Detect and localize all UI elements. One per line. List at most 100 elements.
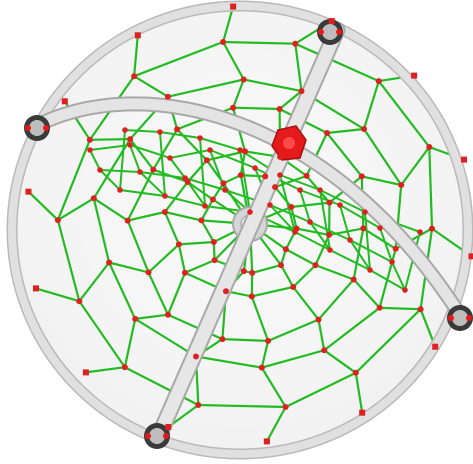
frame-rope-clip (25, 188, 32, 195)
diagonal-pipe (151, 23, 344, 445)
net-knot (223, 288, 229, 295)
net-knot (276, 106, 283, 112)
net-knot (240, 268, 247, 275)
net-knot (426, 144, 433, 150)
frame-clamps (24, 19, 473, 449)
net-knot (267, 202, 273, 208)
net-knot (277, 172, 283, 178)
frame-rope-clip (230, 3, 237, 10)
net-knot (106, 259, 113, 266)
net-knot (282, 404, 289, 410)
net-mesh-line (89, 143, 381, 229)
net-knot (312, 262, 319, 269)
net-knot (121, 364, 128, 371)
outer-frame-ring (8, 2, 472, 458)
net-knot (175, 241, 182, 248)
clamp-cap (25, 125, 31, 131)
net-knot (220, 39, 227, 45)
net-knot (326, 231, 333, 238)
net-knot (321, 347, 328, 354)
frame-rope-clip (359, 409, 366, 416)
net-knot (297, 187, 303, 193)
net-knot (402, 287, 408, 293)
net-knot (127, 142, 133, 148)
net-knot (131, 73, 138, 80)
net-knot (417, 306, 424, 313)
net-knot (150, 166, 157, 173)
net-knot (248, 293, 255, 300)
net-knot (202, 203, 208, 209)
net-knot (292, 40, 299, 47)
net-knot (277, 153, 284, 160)
frame-rope-clip (82, 369, 89, 376)
frame-rope-clip (411, 72, 418, 79)
net-knot (278, 262, 284, 269)
frame-clamp (447, 305, 473, 331)
net-knot (182, 175, 188, 181)
net-knot (324, 130, 330, 136)
net-knot (182, 269, 188, 276)
clamp-ring (149, 428, 165, 444)
net-knot (137, 169, 143, 175)
clamp-cap (163, 433, 169, 439)
clamp-cap (43, 125, 49, 131)
net-knot (209, 196, 216, 203)
net-knot (165, 311, 171, 318)
net-knot (195, 402, 202, 408)
net-knot (361, 126, 367, 132)
net-knot (54, 217, 61, 224)
net-knot (211, 257, 218, 264)
net-knot (76, 298, 83, 305)
net-knot (377, 225, 383, 231)
net-mesh-line (129, 131, 167, 199)
net-knot (350, 276, 357, 283)
clamp-cap (466, 315, 472, 321)
net-mesh-line (209, 149, 252, 215)
net-knot (117, 187, 123, 193)
net-knot (198, 217, 205, 224)
net-mesh-line (119, 189, 406, 291)
net-knot (87, 147, 93, 153)
net-knot (222, 187, 228, 193)
net-mesh-line (339, 204, 371, 271)
clamp-cap (336, 29, 342, 35)
frame-rope-clip (134, 32, 141, 39)
net-knot (375, 78, 382, 85)
frame-rope-clip (263, 438, 270, 445)
net-knot (292, 229, 298, 235)
net-knot (258, 364, 265, 371)
net-knot (327, 247, 333, 253)
net-knot (298, 88, 305, 95)
net-knot (358, 173, 365, 180)
net-knot (247, 209, 253, 215)
net-knot (249, 269, 256, 276)
frame-rope-clip (461, 156, 467, 163)
arch-pipe (26, 98, 468, 324)
net-knot (367, 267, 373, 273)
net-knot (174, 126, 181, 133)
clamp-ring (29, 120, 45, 136)
net-knot (207, 147, 213, 153)
net-knot (352, 369, 359, 376)
net-knot (288, 204, 295, 210)
net-knot (282, 246, 289, 253)
net-knot (347, 237, 353, 243)
frame-rope-clip (165, 424, 172, 430)
net-knot (303, 172, 310, 179)
clamp-cap (448, 315, 454, 321)
clamp-ring (452, 310, 468, 326)
clamp-cap (145, 433, 151, 439)
net-knot (326, 199, 333, 206)
net-knot (307, 219, 313, 225)
net-knot (122, 127, 128, 133)
frame-rope-clip (328, 18, 335, 24)
net-knot (265, 337, 272, 344)
net-knot (237, 147, 243, 153)
net-knot (317, 187, 323, 193)
net-knot (203, 157, 210, 164)
net-knot (162, 193, 168, 199)
frame-clamp (317, 19, 343, 45)
net-knot (240, 76, 247, 83)
